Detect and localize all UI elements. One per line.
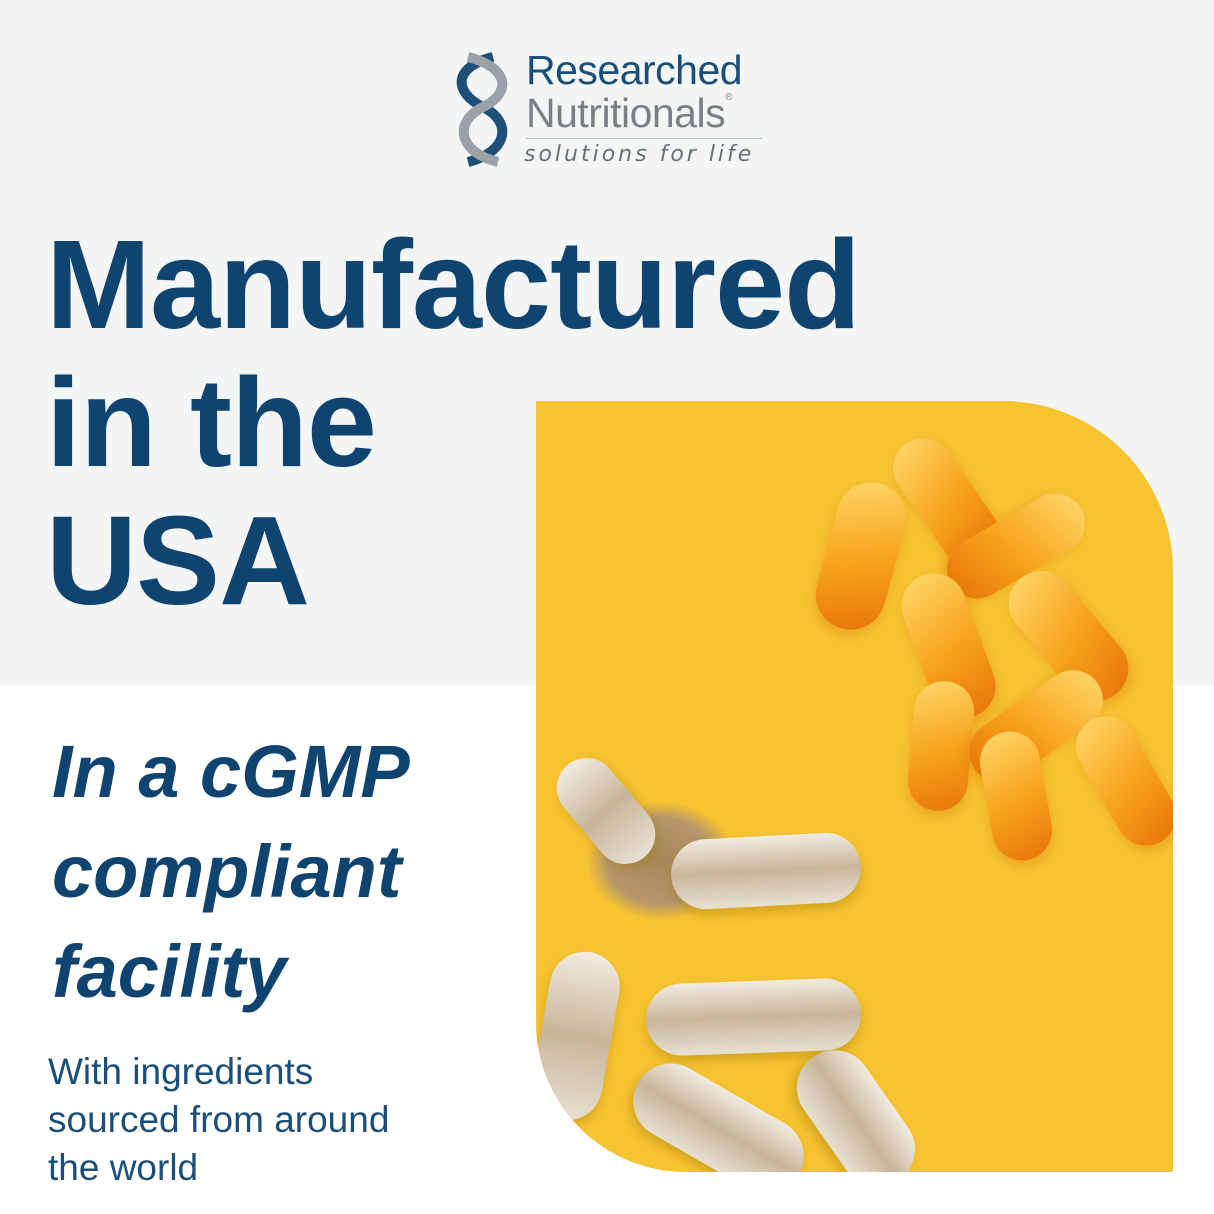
note-line: the world	[48, 1147, 199, 1188]
capsule	[669, 831, 863, 911]
headline-line: in the	[46, 352, 377, 493]
headline-line: USA	[46, 490, 310, 631]
subheadline-line: In a cGMP	[52, 730, 410, 813]
subheadline: In a cGMP compliant facility	[52, 722, 410, 1022]
subheadline-line: compliant	[52, 830, 402, 913]
capsule	[619, 1049, 818, 1172]
capsule	[536, 946, 626, 1126]
subheadline-line: facility	[52, 930, 287, 1013]
softgel	[905, 678, 977, 814]
capsule	[644, 977, 863, 1057]
logo-line2: Nutritionals®	[526, 93, 732, 134]
note-line: With ingredients	[48, 1051, 314, 1092]
logo-divider	[526, 138, 762, 139]
capsules-photo	[536, 401, 1173, 1172]
brand-logo: Researched Nutritionals® solutions for l…	[448, 50, 778, 175]
logo-line1: Researched	[526, 47, 743, 93]
capsule	[782, 1035, 930, 1172]
headline: Manufactured in the USA	[46, 214, 861, 631]
softgel	[807, 474, 915, 638]
headline-line: Manufactured	[46, 214, 861, 355]
helix-icon	[456, 52, 508, 167]
sourcing-note: With ingredients sourced from around the…	[48, 1048, 389, 1192]
softgel	[1065, 705, 1173, 857]
logo-tagline: solutions for life	[524, 142, 755, 167]
logo-line2-text: Nutritionals	[526, 90, 726, 136]
note-line: sourced from around	[48, 1099, 390, 1140]
registered-mark: ®	[725, 92, 732, 103]
